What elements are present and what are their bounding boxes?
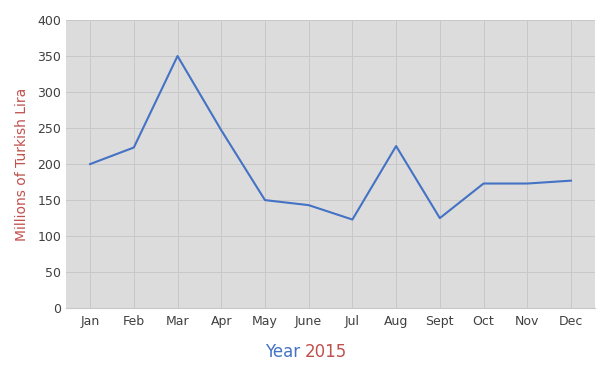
Y-axis label: Millions of Turkish Lira: Millions of Turkish Lira	[15, 88, 29, 241]
Text: 2015: 2015	[305, 343, 347, 361]
Text: Year: Year	[265, 343, 305, 361]
